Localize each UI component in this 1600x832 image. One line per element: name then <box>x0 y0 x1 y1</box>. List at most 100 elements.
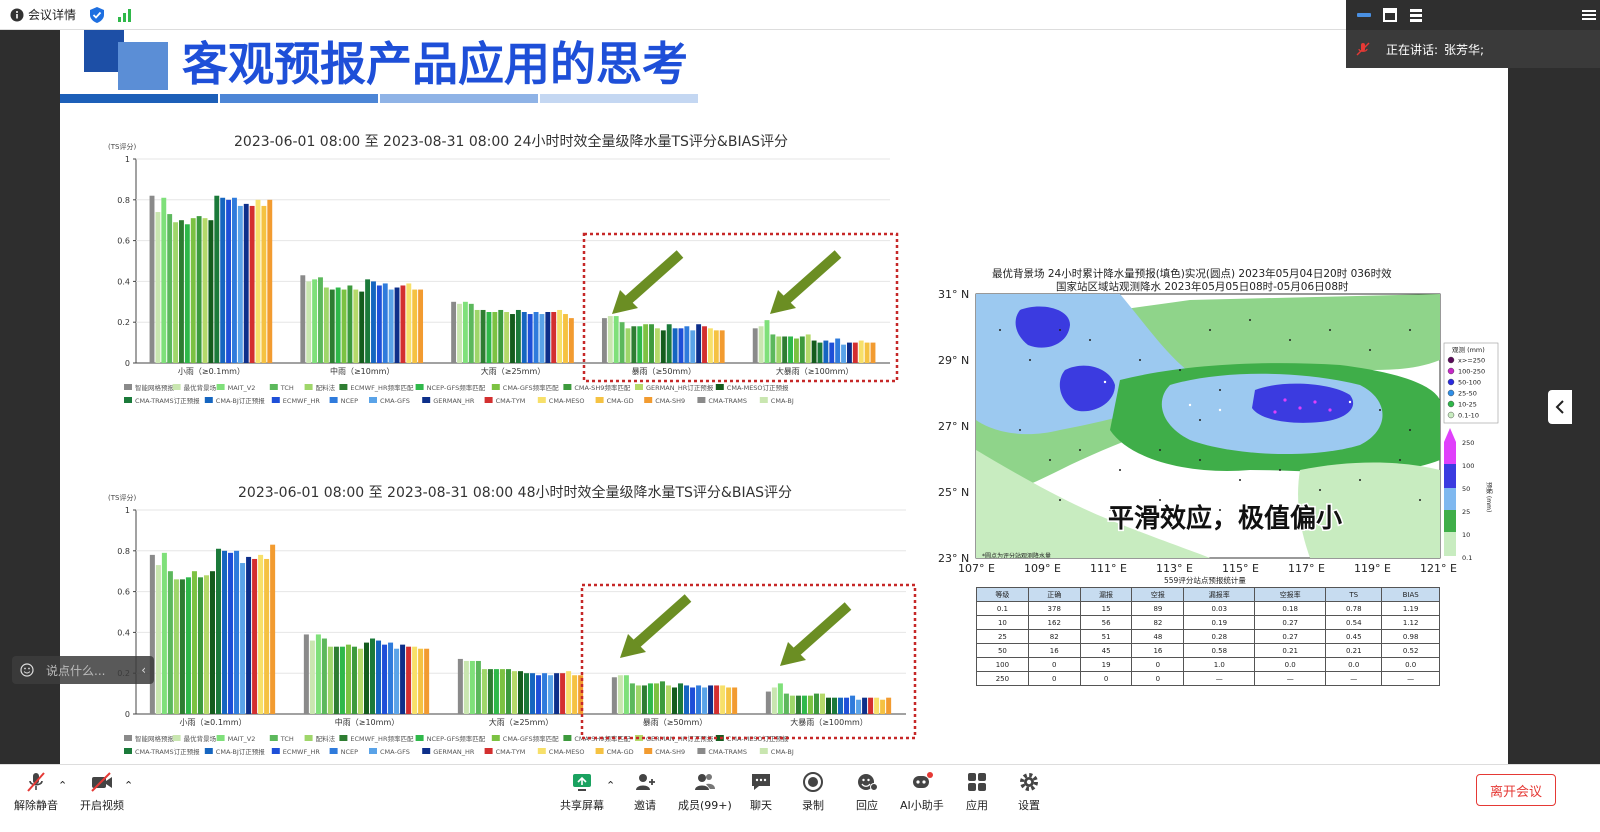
legend-swatch <box>269 735 278 741</box>
table-cell: 82 <box>1027 629 1081 644</box>
leave-meeting-label: 离开会议 <box>1489 784 1542 800</box>
bar <box>246 556 252 714</box>
bar <box>240 563 246 714</box>
bar <box>868 697 874 714</box>
window-icon[interactable] <box>1382 7 1398 23</box>
chevron-up-icon[interactable]: ⌃ <box>58 779 68 792</box>
bar <box>463 660 469 714</box>
legend-swatch <box>595 397 604 403</box>
legend-swatch <box>216 735 225 741</box>
legend-swatch <box>271 748 280 754</box>
network-signal-button[interactable] <box>118 8 132 22</box>
bar <box>696 685 702 714</box>
apps-button[interactable]: 应用 <box>966 771 988 813</box>
bar <box>672 328 678 363</box>
map-latitude-labels: 31° N 29° N 27° N 25° N 23° N <box>938 288 969 565</box>
respond-button[interactable]: 回应 <box>856 771 878 813</box>
longitude-label: 113° E <box>1156 562 1193 575</box>
bar <box>702 326 707 363</box>
category-label: 暴雨（≥50mm） <box>632 367 696 376</box>
bar <box>208 220 214 363</box>
obs-legend-dot <box>1447 378 1455 386</box>
legend-label: CMA-TRAMS <box>708 397 747 405</box>
bar <box>835 338 841 363</box>
start-video-button[interactable]: 开启视频 <box>80 771 124 813</box>
bar <box>707 328 713 363</box>
bar <box>394 287 400 363</box>
bar <box>357 648 363 714</box>
list-view-icon[interactable] <box>1408 7 1424 23</box>
info-icon <box>10 8 24 21</box>
settings-button[interactable]: 设置 <box>1018 771 1040 813</box>
security-shield-button[interactable] <box>90 6 105 23</box>
title-underline-2 <box>220 94 378 103</box>
legend-label: CMA-TRAMS订正预报 <box>135 747 200 756</box>
bar-chart-48h: 2023-06-01 08:00 至 2023-08-31 08:00 48小时… <box>108 484 906 756</box>
record-button[interactable]: 录制 <box>802 771 824 813</box>
latitude-label: 27° N <box>938 420 969 433</box>
legend-label: MAIT_V2 <box>228 384 256 392</box>
legend-label: CMA-GFS频率匹配 <box>503 383 559 392</box>
table-cell: 0 <box>1027 671 1081 686</box>
ai-assistant-label: AI小助手 <box>900 799 944 812</box>
bar <box>793 338 799 363</box>
members-button[interactable]: 成员(99+) <box>678 771 732 813</box>
bar <box>811 340 817 363</box>
bar <box>517 671 524 714</box>
record-icon <box>803 772 823 792</box>
invite-button[interactable]: 邀请 <box>634 771 656 813</box>
bar <box>511 671 517 714</box>
chat-button[interactable]: 聊天 <box>750 771 772 813</box>
record-label: 录制 <box>802 799 824 812</box>
bar <box>566 671 572 714</box>
chevron-up-icon[interactable]: ⌃ <box>124 779 134 792</box>
bar <box>382 644 388 714</box>
legend-swatch <box>415 735 424 741</box>
title-underline-1 <box>60 94 218 103</box>
bar <box>829 342 835 363</box>
color-scale-tick: 10 <box>1462 531 1470 539</box>
share-screen-button[interactable]: 共享屏幕 <box>560 771 604 813</box>
chevron-up-icon[interactable]: ⌃ <box>606 779 616 792</box>
bar <box>654 328 660 363</box>
table-cell: 0.0 <box>1325 657 1383 672</box>
obs-legend-label: x>=250 <box>1458 357 1485 365</box>
chat-icon <box>752 774 770 790</box>
category-label: 小雨（≥0.1mm） <box>178 367 245 376</box>
ai-assistant-button[interactable]: AI小助手 <box>900 771 944 813</box>
chat-quick-input[interactable]: 说点什么... ‹ <box>12 656 154 684</box>
sidebar-collapse-button[interactable] <box>1548 390 1572 424</box>
legend-label: CMA-BJ <box>771 397 794 405</box>
table-row: 250 0 0 0— — — — <box>976 671 1440 686</box>
unmute-button[interactable]: 解除静音 <box>14 771 58 813</box>
chevron-left-icon[interactable]: ‹ <box>141 663 146 677</box>
legend-label: 配料法 <box>316 383 336 392</box>
bar <box>777 683 783 714</box>
color-scale-tick: 0.1 <box>1462 554 1472 562</box>
table-cell: 0 <box>1079 671 1133 686</box>
legend-swatch <box>537 397 546 403</box>
emoji-icon[interactable] <box>20 663 34 677</box>
bar <box>856 699 862 714</box>
legend-label: CMA-BJ <box>771 748 794 756</box>
bar <box>801 695 807 714</box>
bar <box>653 683 659 714</box>
precipitation-map <box>975 293 1441 559</box>
bar <box>629 683 635 714</box>
longitude-label: 107° E <box>958 562 995 575</box>
title-underline-3 <box>380 94 538 103</box>
meeting-info-button[interactable]: 会议详情 <box>10 6 76 23</box>
table-cell: 0.19 <box>1183 615 1256 630</box>
bar <box>412 289 418 363</box>
menu-icon[interactable] <box>1582 8 1596 22</box>
table-header-cell: BIAS <box>1381 587 1440 602</box>
bar <box>619 322 625 363</box>
shared-slide: 客观预报产品应用的思考 2023-06-01 08:00 至 2023-08-3… <box>60 30 1508 764</box>
bar <box>671 687 678 714</box>
table-header-cell: 等级 <box>976 587 1029 602</box>
minimize-icon[interactable] <box>1356 7 1372 23</box>
legend-label: NCEP-GFS频率匹配 <box>427 734 486 743</box>
leave-meeting-button[interactable]: 离开会议 <box>1476 774 1556 806</box>
arrow-48h-heavy-rainstorm <box>780 602 852 666</box>
bar <box>191 571 197 714</box>
